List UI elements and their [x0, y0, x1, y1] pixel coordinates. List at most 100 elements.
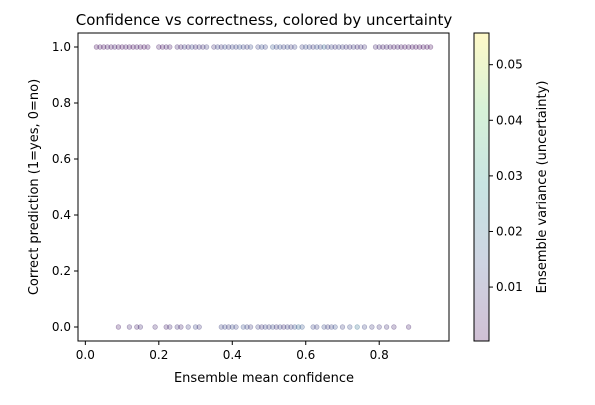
data-point: [361, 44, 368, 50]
data-point: [229, 324, 235, 330]
data-point: [402, 44, 408, 50]
data-point: [317, 44, 324, 50]
data-point: [178, 324, 184, 330]
data-point: [406, 324, 412, 330]
data-point: [222, 44, 228, 50]
data-point: [354, 44, 360, 50]
data-point: [273, 324, 280, 330]
data-point: [384, 44, 390, 50]
data-point: [159, 44, 166, 50]
colorbar-frame: [473, 32, 490, 342]
data-point: [200, 44, 206, 50]
data-point: [395, 44, 401, 50]
data-point: [152, 324, 158, 330]
x-tick-label: 0.2: [149, 348, 168, 362]
data-point: [372, 44, 379, 50]
data-point: [314, 44, 320, 50]
data-point: [384, 324, 390, 330]
data-point: [413, 44, 419, 50]
data-point: [130, 44, 136, 50]
data-point: [314, 324, 320, 330]
data-point: [137, 324, 143, 330]
data-point: [145, 44, 151, 50]
data-point: [321, 44, 327, 50]
data-point: [347, 44, 353, 50]
data-point: [204, 44, 210, 50]
data-point: [299, 44, 305, 50]
data-point: [284, 44, 291, 50]
x-tick-label: 0.8: [370, 348, 389, 362]
data-point: [343, 44, 349, 50]
data-point: [281, 44, 287, 50]
data-point: [387, 44, 393, 50]
data-point: [244, 44, 250, 50]
data-point: [339, 44, 346, 50]
data-point: [292, 324, 298, 330]
data-point: [391, 324, 397, 330]
data-point: [270, 44, 276, 50]
data-point: [376, 44, 382, 50]
data-point: [229, 44, 235, 50]
data-point: [126, 44, 132, 50]
data-point: [361, 324, 368, 330]
data-point: [306, 44, 313, 50]
data-point: [192, 324, 199, 330]
y-tick-label: 1.0: [52, 40, 71, 54]
colorbar-tick-label: 0.02: [496, 224, 523, 238]
data-point: [189, 44, 195, 50]
data-point: [391, 44, 397, 50]
data-point: [369, 324, 375, 330]
data-point: [255, 324, 261, 330]
data-point: [226, 44, 232, 50]
data-point: [115, 324, 121, 330]
data-point: [350, 44, 357, 50]
x-tick-label: 0.0: [76, 348, 95, 362]
data-point: [303, 44, 309, 50]
data-point: [347, 324, 353, 330]
data-point: [233, 324, 239, 330]
y-tick-label: 0.8: [52, 96, 71, 110]
data-point: [119, 44, 125, 50]
colorbar-tick-label: 0.04: [496, 113, 523, 127]
data-point: [134, 44, 140, 50]
data-point: [185, 44, 191, 50]
data-point: [192, 44, 199, 50]
data-point: [288, 324, 294, 330]
data-point: [185, 324, 191, 330]
data-point: [262, 324, 268, 330]
data-point: [325, 324, 331, 330]
data-point: [424, 44, 430, 50]
colorbar-label: Ensemble variance (uncertainty): [535, 81, 550, 294]
data-point: [222, 324, 228, 330]
data-point: [104, 44, 110, 50]
colorbar: [474, 33, 489, 341]
data-point: [332, 44, 338, 50]
y-axis-label: Correct prediction (1=yes, 0=no): [27, 79, 42, 295]
data-point: [358, 44, 364, 50]
data-point: [174, 324, 180, 330]
data-point: [218, 44, 224, 50]
data-point: [163, 44, 169, 50]
data-point: [409, 44, 415, 50]
data-point: [115, 44, 121, 50]
plot-frame: [77, 32, 450, 342]
data-point: [211, 44, 217, 50]
x-tick-label: 0.4: [223, 348, 242, 362]
data-point: [284, 324, 291, 330]
data-point: [101, 44, 107, 50]
data-point: [266, 324, 272, 330]
data-point: [310, 324, 316, 330]
data-point: [244, 324, 250, 330]
data-point: [328, 324, 335, 330]
colorbar-tick-label: 0.03: [496, 169, 523, 183]
colorbar-ticks: 0.01 0.02 0.03 0.04 0.05: [489, 58, 523, 294]
data-point: [93, 44, 99, 50]
data-point: [354, 324, 360, 330]
x-axis-ticks: 0.0 0.2 0.4 0.6 0.8: [76, 341, 389, 362]
data-point: [196, 324, 202, 330]
data-point: [281, 324, 287, 330]
data-point: [156, 44, 162, 50]
data-point: [321, 324, 327, 330]
data-point: [218, 324, 224, 330]
